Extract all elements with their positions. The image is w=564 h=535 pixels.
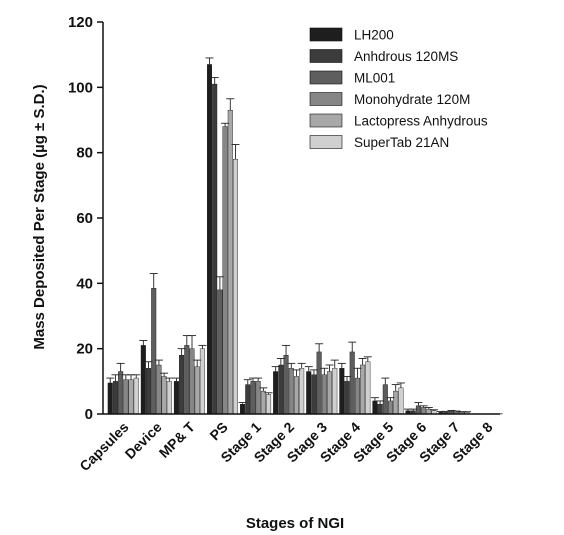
bar-monohydrate-120m-3 [222, 126, 228, 415]
bar-monohydrate-120m-5 [288, 368, 294, 415]
bar-supertab-21an-6 [332, 368, 338, 415]
legend-swatch [309, 27, 343, 42]
bar-lh200-8 [372, 400, 378, 415]
bar-ml001-8 [382, 384, 388, 415]
bar-lactopress-anhydrous-2 [194, 366, 200, 415]
bars-layer [107, 64, 503, 415]
x-tick-label: PS [206, 419, 231, 444]
legend-swatch [309, 70, 343, 85]
bar-ml001-1 [151, 288, 157, 415]
bar-lactopress-anhydrous-5 [293, 376, 299, 415]
bar-supertab-21an-1 [166, 381, 172, 415]
legend-label: SuperTab 21AN [354, 135, 449, 150]
bar-lh200-0 [107, 382, 113, 415]
bar-lh200-7 [339, 368, 345, 415]
bar-monohydrate-120m-0 [123, 379, 129, 415]
bar-lh200-1 [140, 345, 146, 415]
bar-monohydrate-120m-1 [156, 364, 162, 415]
bar-supertab-21an-2 [199, 348, 205, 415]
bar-monohydrate-120m-2 [189, 348, 195, 415]
bar-ml001-6 [316, 351, 322, 415]
y-ticks: 0 20 40 60 80 100 120 [68, 14, 103, 423]
y-tick-label: 0 [85, 406, 93, 423]
bar-supertab-21an-5 [299, 368, 305, 415]
bar-ml001-2 [184, 345, 190, 415]
x-tick-label: MP& T [156, 418, 198, 460]
bar-lactopress-anhydrous-1 [161, 376, 167, 415]
bar-ml001-5 [283, 355, 289, 415]
bar-anhdrous-120ms-3 [212, 83, 218, 415]
bar-monohydrate-120m-9 [421, 407, 427, 415]
bar-anhdrous-120ms-4 [245, 384, 251, 415]
bar-anhdrous-120ms-6 [311, 374, 317, 415]
bar-ml001-9 [415, 405, 421, 415]
legend-swatch [309, 92, 343, 106]
x-tick-label: Device [122, 419, 165, 462]
bar-monohydrate-120m-6 [321, 374, 327, 415]
bar-anhdrous-120ms-1 [146, 368, 152, 415]
bar-supertab-21an-0 [133, 377, 139, 415]
bar-anhdrous-120ms-0 [112, 381, 118, 415]
bar-lactopress-anhydrous-8 [393, 390, 399, 415]
bar-lh200-6 [306, 371, 312, 415]
y-tick-label: 80 [76, 145, 93, 162]
bar-supertab-21an-4 [266, 394, 272, 415]
bar-ml001-0 [118, 371, 124, 415]
axes-layer [102, 22, 500, 415]
bar-lh200-3 [206, 64, 212, 415]
legend-swatch [309, 113, 343, 128]
x-tick-label: Capsules [76, 419, 131, 474]
bar-monohydrate-120m-7 [354, 377, 360, 415]
y-tick-label: 60 [76, 210, 93, 227]
legend-swatch [309, 49, 343, 63]
legend-label: Anhdrous 120MS [354, 49, 458, 64]
y-tick-label: 20 [76, 341, 93, 358]
bar-monohydrate-120m-4 [255, 381, 261, 415]
error-bars-layer [106, 57, 472, 413]
y-tick-label: 100 [68, 79, 93, 96]
bar-lactopress-anhydrous-6 [327, 371, 333, 415]
bar-anhdrous-120ms-2 [179, 355, 185, 415]
bar-supertab-21an-3 [232, 158, 238, 415]
x-axis-title: Stages of NGI [246, 515, 344, 532]
bar-anhdrous-120ms-7 [344, 381, 350, 415]
bar-lactopress-anhydrous-4 [260, 390, 266, 415]
bar-supertab-21an-8 [398, 387, 404, 415]
bar-lactopress-anhydrous-3 [227, 109, 233, 415]
bar-ml001-4 [250, 381, 256, 415]
bar-monohydrate-120m-8 [388, 400, 394, 415]
bar-lactopress-anhydrous-0 [128, 379, 134, 415]
y-tick-label: 120 [68, 14, 93, 31]
bar-supertab-21an-7 [365, 361, 371, 415]
legend-label: LH200 [354, 28, 394, 43]
bar-lh200-2 [173, 381, 179, 415]
bar-ml001-7 [349, 351, 355, 415]
legend: LH200 Anhdrous 120MS ML001 Monohydrate 120M… [309, 27, 488, 150]
legend-label: Monohydrate 120M [354, 92, 470, 107]
legend-label: ML001 [354, 71, 395, 86]
legend-swatch [309, 135, 343, 149]
bar-lactopress-anhydrous-7 [360, 364, 366, 415]
y-tick-label: 40 [76, 275, 93, 292]
y-axis-title: Mass Deposited Per Stage (µg ± S.D.) [31, 84, 48, 349]
bar-lh200-4 [240, 404, 246, 415]
bar-lh200-5 [273, 371, 279, 415]
bar-anhdrous-120ms-5 [278, 364, 284, 415]
bar-ml001-3 [217, 289, 223, 415]
bar-anhdrous-120ms-8 [377, 404, 383, 415]
legend-label: Lactopress Anhydrous [354, 114, 488, 129]
